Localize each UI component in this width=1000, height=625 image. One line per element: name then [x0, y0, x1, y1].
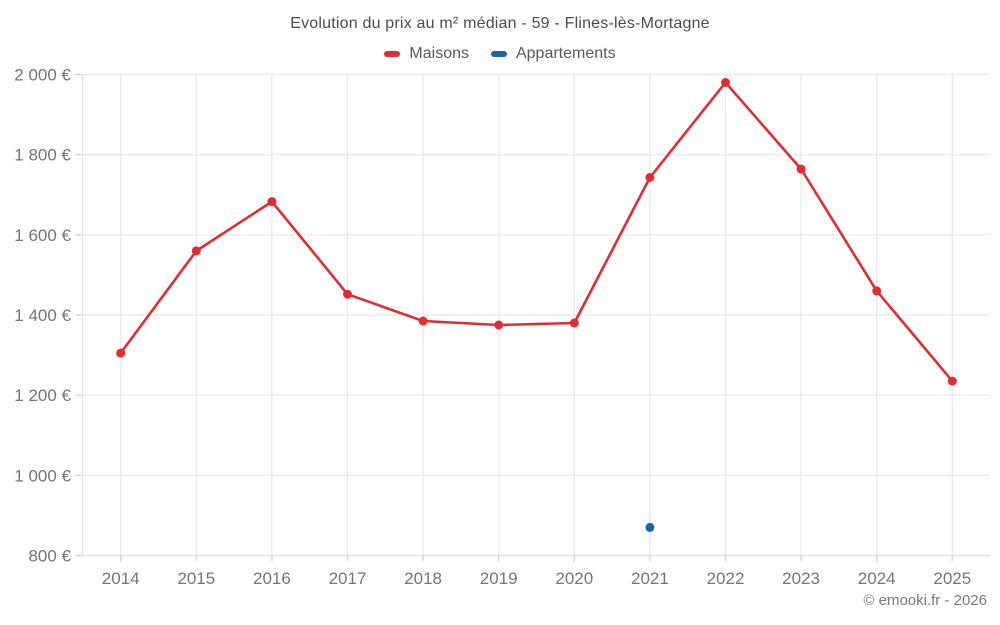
maisons-point-2014[interactable] — [116, 348, 126, 358]
maisons-point-2025[interactable] — [947, 376, 957, 386]
maisons-line — [119, 81, 954, 383]
x-axis-label-2020: 2020 — [555, 569, 593, 588]
maisons-point-2015[interactable] — [191, 246, 201, 256]
appartements-legend-marker-icon — [490, 51, 507, 57]
y-axis-label-2000: 2 000 € — [14, 66, 71, 85]
maisons-legend-label: Maisons — [409, 45, 469, 62]
chart-title: Evolution du prix au m² médian - 59 - Fl… — [290, 15, 710, 32]
maisons-point-2022[interactable] — [721, 78, 730, 87]
x-axis-label-2018: 2018 — [404, 569, 442, 588]
maisons-legend-marker-icon — [384, 51, 401, 57]
y-axis-label-800: 800 € — [28, 547, 71, 566]
appartements-point-2021[interactable] — [645, 522, 655, 532]
x-axis-label-2017: 2017 — [329, 569, 367, 588]
x-axis-label-2023: 2023 — [782, 569, 820, 588]
y-axis-label-1200: 1 200 € — [14, 386, 71, 405]
maisons-point-2018[interactable] — [418, 316, 428, 326]
y-axis-label-1400: 1 400 € — [14, 306, 71, 325]
chart-legend: Maisons Appartements — [0, 45, 1000, 63]
x-axis-label-2014: 2014 — [102, 569, 140, 588]
legend-item-appartements[interactable]: Appartements — [490, 45, 616, 63]
x-axis-label-2025: 2025 — [933, 569, 971, 588]
legend-item-maisons[interactable]: Maisons — [384, 45, 469, 63]
footer-credit: © emooki.fr - 2026 — [863, 592, 987, 609]
y-axis-label-1600: 1 600 € — [14, 226, 71, 245]
maisons-point-2017[interactable] — [343, 289, 352, 299]
x-axis-label-2015: 2015 — [177, 569, 215, 588]
maisons-point-2023[interactable] — [796, 164, 806, 174]
y-axis-label-1800: 1 800 € — [14, 146, 71, 165]
x-axis-label-2022: 2022 — [707, 569, 745, 588]
maisons-point-2019[interactable] — [494, 320, 504, 330]
y-axis-label-1000: 1 000 € — [14, 466, 71, 485]
maisons-point-2021[interactable] — [645, 173, 655, 182]
appartements-legend-label: Appartements — [515, 45, 616, 62]
x-axis-label-2024: 2024 — [858, 569, 896, 588]
x-axis-label-2021: 2021 — [631, 569, 669, 588]
maisons-point-2016[interactable] — [267, 197, 277, 207]
maisons-point-2024[interactable] — [872, 286, 882, 296]
x-axis-label-2019: 2019 — [480, 569, 518, 588]
maisons-point-2020[interactable] — [569, 318, 579, 328]
x-axis-label-2016: 2016 — [253, 569, 291, 588]
